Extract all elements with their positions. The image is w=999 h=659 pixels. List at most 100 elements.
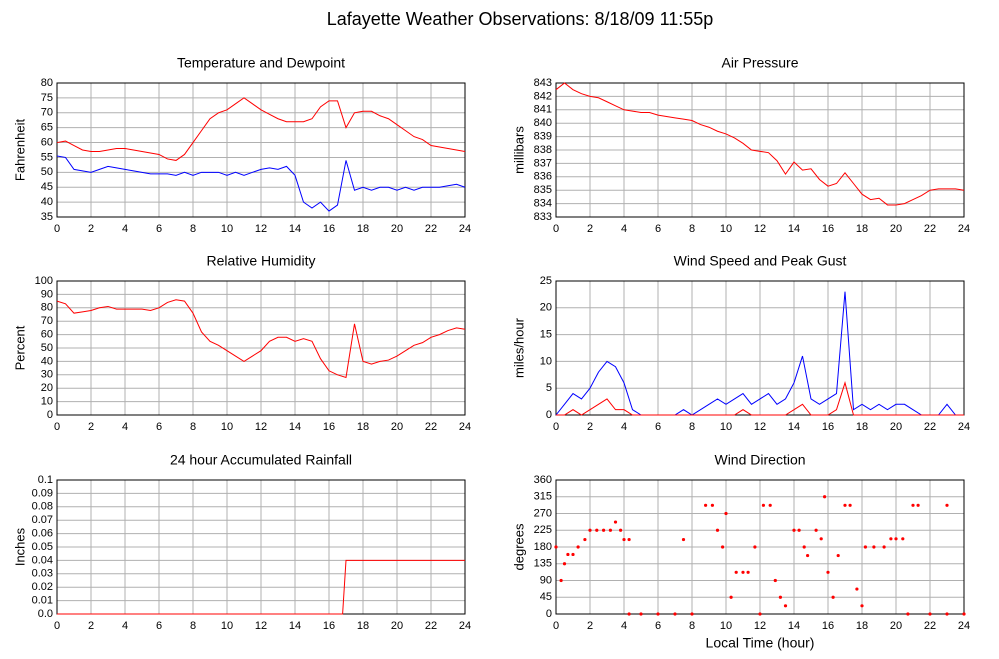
x-tick-label: 18 (357, 421, 369, 433)
data-point (746, 570, 750, 574)
x-tick-label: 20 (890, 223, 902, 235)
data-point (826, 570, 830, 574)
data-point (945, 612, 949, 616)
chart-title: Wind Speed and Peak Gust (674, 253, 847, 269)
x-tick-label: 8 (190, 620, 196, 632)
x-axis-label: Local Time (hour) (706, 635, 815, 651)
data-line (57, 559, 465, 615)
y-tick-label: 842 (534, 90, 552, 102)
data-point (962, 612, 966, 616)
data-point (889, 537, 893, 541)
x-tick-label: 4 (122, 620, 128, 632)
x-tick-label: 24 (459, 421, 471, 433)
x-tick-label: 16 (323, 223, 335, 235)
x-tick-label: 18 (357, 223, 369, 235)
data-point (729, 595, 733, 599)
x-tick-label: 14 (788, 421, 800, 433)
data-point (639, 612, 643, 616)
data-point (622, 537, 626, 542)
y-tick-label: 15 (540, 329, 552, 341)
data-point (823, 495, 827, 499)
data-point (814, 528, 818, 532)
chart-title: Wind Direction (714, 452, 805, 468)
y-tick-label: 835 (534, 184, 552, 196)
y-tick-label: 841 (534, 104, 552, 116)
data-point (554, 545, 558, 549)
y-tick-label: 0.0 (38, 608, 53, 620)
y-tick-label: 843 (534, 77, 552, 89)
x-tick-label: 0 (54, 620, 60, 632)
x-tick-label: 10 (720, 223, 732, 235)
data-line (555, 82, 965, 206)
x-tick-label: 14 (788, 620, 800, 632)
x-tick-label: 14 (289, 223, 301, 235)
x-tick-label: 24 (958, 421, 970, 433)
y-tick-label: 75 (41, 92, 53, 104)
data-point (681, 537, 686, 542)
data-point (894, 537, 898, 541)
y-tick-label: 60 (41, 329, 53, 341)
data-point (734, 570, 738, 574)
data-point (724, 511, 728, 516)
data-point (882, 545, 886, 549)
x-tick-label: 16 (323, 421, 335, 433)
data-point (906, 612, 910, 616)
data-point (916, 503, 920, 507)
chart-title: 24 hour Accumulated Rainfall (170, 452, 352, 468)
y-tick-label: 834 (534, 198, 552, 210)
x-tick-label: 4 (122, 223, 128, 235)
x-tick-label: 0 (553, 620, 559, 632)
y-tick-label: 50 (41, 166, 53, 178)
data-point (761, 503, 766, 507)
y-tick-label: 0.1 (38, 474, 53, 486)
x-tick-label: 22 (425, 223, 437, 235)
x-tick-label: 6 (655, 421, 661, 433)
x-tick-label: 12 (754, 421, 766, 433)
x-tick-label: 6 (156, 223, 162, 235)
y-axis-label: miles/hour (511, 317, 526, 378)
y-tick-label: 225 (534, 524, 552, 536)
data-point (608, 528, 613, 532)
y-tick-label: 25 (540, 275, 552, 287)
y-tick-label: 45 (540, 591, 552, 603)
data-point (741, 570, 745, 574)
data-point (710, 503, 715, 507)
x-tick-label: 10 (221, 421, 233, 433)
y-tick-label: 10 (41, 396, 53, 408)
x-tick-label: 12 (255, 620, 267, 632)
y-tick-label: 0.02 (32, 581, 53, 593)
x-tick-label: 20 (391, 620, 403, 632)
x-tick-label: 10 (221, 620, 233, 632)
data-point (768, 503, 772, 507)
data-point (831, 595, 835, 599)
y-tick-label: 270 (534, 507, 552, 519)
page-title: Lafayette Weather Observations: 8/18/09 … (327, 9, 714, 29)
data-point (855, 587, 859, 591)
x-tick-label: 20 (391, 223, 403, 235)
y-tick-label: 0 (546, 409, 552, 421)
x-tick-label: 0 (54, 421, 60, 433)
x-tick-label: 6 (156, 421, 162, 433)
data-point (656, 612, 660, 616)
y-tick-label: 35 (41, 211, 53, 223)
data-line (56, 97, 466, 161)
y-axis-label: Fahrenheit (12, 119, 27, 182)
data-line (555, 291, 964, 416)
x-tick-label: 12 (754, 620, 766, 632)
y-axis-label: Inches (12, 527, 27, 566)
x-tick-label: 24 (459, 620, 471, 632)
data-point (758, 612, 762, 616)
x-tick-label: 24 (459, 223, 471, 235)
plot-frame (56, 280, 466, 416)
x-tick-label: 22 (924, 620, 936, 632)
y-tick-label: 833 (534, 211, 552, 223)
x-tick-label: 4 (621, 223, 627, 235)
chart-title: Temperature and Dewpoint (177, 55, 345, 71)
data-point (792, 528, 796, 532)
y-tick-label: 0.07 (32, 514, 53, 526)
y-tick-label: 55 (41, 151, 53, 163)
y-tick-label: 837 (534, 157, 552, 169)
y-tick-label: 20 (540, 302, 552, 314)
x-tick-label: 10 (720, 421, 732, 433)
x-tick-label: 2 (88, 421, 94, 433)
